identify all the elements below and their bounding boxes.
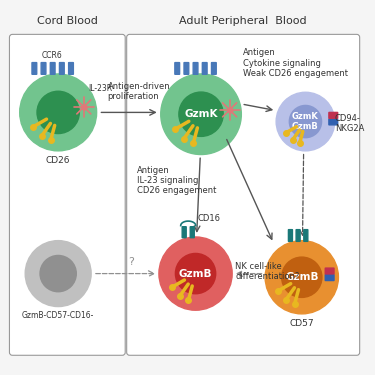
Text: CCR6: CCR6 xyxy=(41,51,62,60)
Circle shape xyxy=(161,74,242,154)
FancyBboxPatch shape xyxy=(325,275,334,280)
FancyBboxPatch shape xyxy=(296,230,300,242)
Text: Antigen-driven
proliferation: Antigen-driven proliferation xyxy=(108,82,170,101)
Circle shape xyxy=(179,92,223,136)
Circle shape xyxy=(20,74,97,151)
Text: GzmK
GzmB: GzmK GzmB xyxy=(292,112,319,131)
Circle shape xyxy=(282,257,322,297)
FancyBboxPatch shape xyxy=(60,63,64,74)
FancyBboxPatch shape xyxy=(127,34,360,355)
Text: Antigen
Cytokine signaling
Weak CD26 engagement: Antigen Cytokine signaling Weak CD26 eng… xyxy=(243,48,348,78)
FancyBboxPatch shape xyxy=(202,63,207,74)
FancyBboxPatch shape xyxy=(325,268,334,274)
Text: CD16: CD16 xyxy=(197,214,220,223)
Circle shape xyxy=(276,92,335,151)
FancyBboxPatch shape xyxy=(288,230,292,242)
Circle shape xyxy=(40,255,76,292)
FancyBboxPatch shape xyxy=(175,63,180,74)
Text: Cord Blood: Cord Blood xyxy=(37,16,98,26)
Text: CD26: CD26 xyxy=(46,156,70,165)
FancyBboxPatch shape xyxy=(190,227,194,238)
Text: GzmK: GzmK xyxy=(184,109,218,119)
FancyBboxPatch shape xyxy=(329,112,338,118)
FancyBboxPatch shape xyxy=(32,63,37,74)
FancyBboxPatch shape xyxy=(9,34,125,355)
Text: ?: ? xyxy=(129,257,134,267)
Text: NK cell-like
differentiation?: NK cell-like differentiation? xyxy=(235,262,300,282)
FancyBboxPatch shape xyxy=(193,63,198,74)
Circle shape xyxy=(290,105,322,138)
FancyBboxPatch shape xyxy=(329,119,338,125)
Text: GzmB: GzmB xyxy=(285,272,318,282)
FancyBboxPatch shape xyxy=(184,63,189,74)
Text: CD94-
NKG2A: CD94- NKG2A xyxy=(335,114,364,133)
FancyBboxPatch shape xyxy=(50,63,55,74)
Text: Adult Peripheral  Blood: Adult Peripheral Blood xyxy=(179,16,307,26)
FancyBboxPatch shape xyxy=(211,63,216,74)
Circle shape xyxy=(25,241,91,306)
FancyBboxPatch shape xyxy=(69,63,74,74)
Circle shape xyxy=(159,237,232,310)
Text: GzmB-CD57-CD16-: GzmB-CD57-CD16- xyxy=(22,311,94,320)
Circle shape xyxy=(37,91,80,134)
Circle shape xyxy=(176,254,216,294)
Text: CD57: CD57 xyxy=(290,320,314,328)
FancyBboxPatch shape xyxy=(41,63,46,74)
Text: IL-23R: IL-23R xyxy=(88,84,112,93)
Text: GzmB: GzmB xyxy=(179,268,212,279)
FancyBboxPatch shape xyxy=(182,227,186,238)
Text: Antigen
IL-23 signaling
CD26 engagement: Antigen IL-23 signaling CD26 engagement xyxy=(137,165,216,195)
FancyBboxPatch shape xyxy=(304,230,308,242)
Circle shape xyxy=(265,241,338,314)
